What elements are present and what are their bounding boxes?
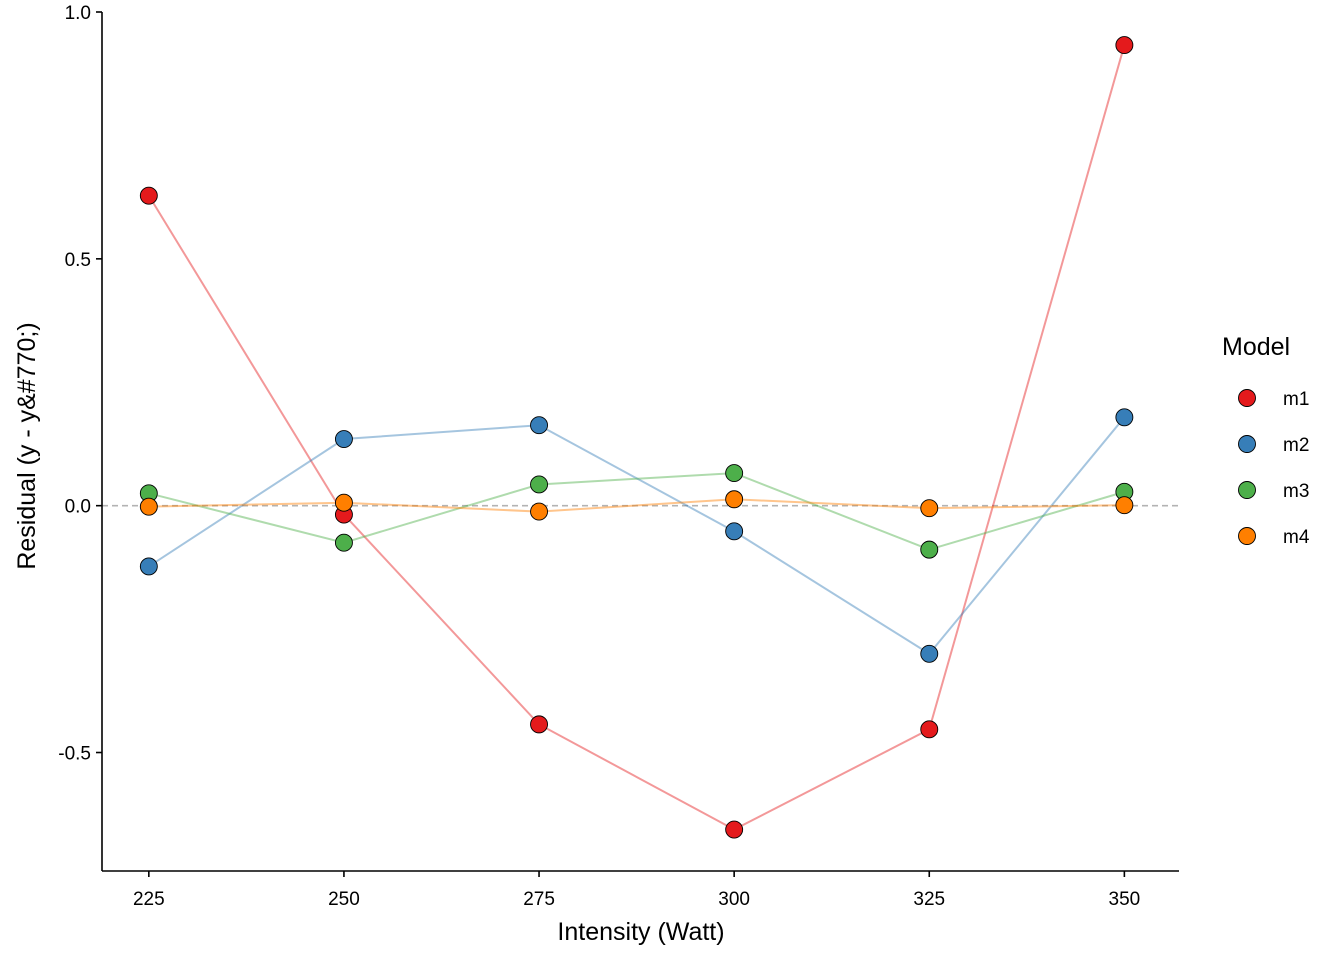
legend-label-m4: m4 — [1283, 527, 1310, 548]
legend-key-m4 — [1238, 527, 1256, 545]
series-lines — [147, 44, 1126, 831]
series-line-m1 — [147, 44, 1126, 831]
point-m4-225 — [139, 497, 158, 516]
point-m3-325 — [920, 540, 939, 559]
x-tick-label: 300 — [718, 889, 750, 910]
point-m1-325 — [920, 720, 939, 739]
point-m2-300 — [725, 522, 744, 541]
y-tick-label: 1.0 — [65, 3, 91, 24]
legend-label-m3: m3 — [1283, 481, 1309, 502]
point-m4-350 — [1115, 496, 1134, 515]
x-tick-label: 275 — [523, 889, 555, 910]
x-tick-label: 350 — [1109, 889, 1141, 910]
point-m2-250 — [334, 430, 353, 448]
axes: -0.5 0.0 0.5 1.0 225 250 275 300 325 350 — [58, 3, 1179, 910]
series-line-m2 — [148, 416, 1126, 656]
legend: Model m1 m2 m3 m4 — [1222, 333, 1310, 548]
legend-items: m1 m2 m3 m4 — [1238, 389, 1310, 548]
point-m2-225 — [139, 557, 158, 576]
data-points — [139, 36, 1134, 839]
point-m4-250 — [334, 493, 353, 512]
point-m4-275 — [530, 502, 548, 521]
x-axis-title: Intensity (Watt) — [557, 918, 724, 946]
point-m4-325 — [920, 499, 939, 518]
point-m2-350 — [1115, 408, 1134, 427]
legend-key-m3 — [1238, 481, 1256, 499]
point-m3-250 — [334, 533, 353, 552]
series-line-m3 — [148, 472, 1125, 551]
legend-key-m2 — [1238, 435, 1256, 453]
x-axis-ticks: 225 250 275 300 325 350 — [133, 871, 1140, 910]
legend-key-m1 — [1238, 389, 1256, 407]
point-m1-225 — [139, 186, 158, 205]
y-axis-title: Residual (y - y&#770;) — [13, 322, 41, 569]
point-m4-300 — [725, 490, 744, 509]
y-tick-label: 0.0 — [65, 497, 91, 518]
y-tick-label: 0.5 — [65, 250, 91, 271]
legend-label-m2: m2 — [1283, 435, 1309, 456]
y-axis-ticks: -0.5 0.0 0.5 1.0 — [58, 3, 102, 765]
x-tick-label: 250 — [328, 889, 360, 910]
point-m2-325 — [920, 644, 939, 663]
series-line-m4 — [148, 498, 1125, 513]
point-m2-275 — [530, 416, 548, 435]
x-tick-label: 325 — [913, 889, 945, 910]
point-m1-275 — [530, 715, 548, 734]
point-m1-300 — [725, 820, 744, 839]
y-tick-label: -0.5 — [58, 744, 91, 765]
legend-title: Model — [1222, 333, 1290, 361]
x-tick-label: 225 — [133, 889, 165, 910]
point-m3-275 — [530, 475, 548, 494]
legend-label-m1: m1 — [1283, 389, 1309, 410]
point-m1-350 — [1115, 36, 1134, 55]
point-m3-300 — [725, 464, 744, 483]
